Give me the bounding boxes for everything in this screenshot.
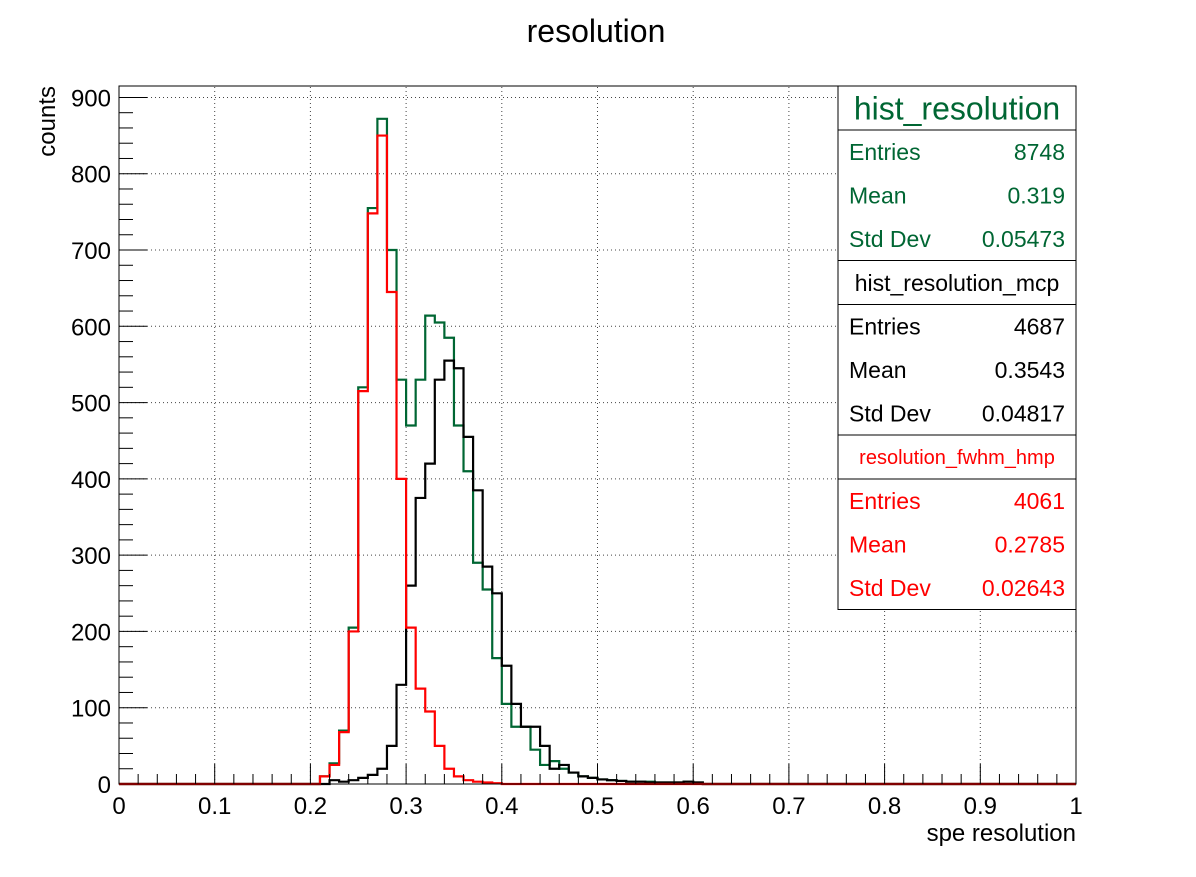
x-tick-label: 0.6: [677, 793, 710, 820]
stats-header-box: [837, 85, 1077, 131]
x-tick-label: 0.4: [485, 793, 518, 820]
y-tick-label: 800: [71, 162, 111, 189]
stats-row-label: Mean: [849, 357, 907, 383]
y-tick-label: 900: [71, 85, 111, 112]
stats-row-value: 0.319: [1007, 182, 1065, 208]
stats-row-value: 0.05473: [982, 226, 1065, 252]
x-tick-label: 0.3: [389, 793, 422, 820]
stats-row-value: 0.04817: [982, 400, 1065, 426]
x-axis-label: spe resolution: [927, 820, 1076, 847]
stats-title: resolution_fwhm_hmp: [859, 447, 1055, 469]
series-hist_resolution_mcp: [119, 359, 1076, 786]
stats-row-value: 0.02643: [982, 575, 1065, 601]
stats-row-value: 8748: [1014, 139, 1065, 165]
x-tick-label: 0.9: [964, 793, 997, 820]
stats-title: hist_resolution: [854, 91, 1060, 127]
x-tick-label: 1: [1069, 793, 1082, 820]
x-tick-label: 0.2: [294, 793, 327, 820]
y-tick-label: 100: [71, 696, 111, 723]
y-axis-label: counts: [34, 86, 61, 157]
stats-row-value: 4061: [1014, 488, 1065, 514]
y-tick-label: 700: [71, 238, 111, 265]
x-tick-label: 0.1: [198, 793, 231, 820]
stats-row-label: Std Dev: [849, 226, 931, 252]
stats-row-label: Mean: [849, 182, 907, 208]
stats-row-value: 4687: [1014, 313, 1065, 339]
y-tick-label: 500: [71, 391, 111, 418]
stats-rows-box: [837, 478, 1077, 610]
x-tick-label: 0.5: [581, 793, 614, 820]
stats-row-label: Std Dev: [849, 575, 931, 601]
chart-title: resolution: [527, 13, 666, 49]
y-tick-label: 600: [71, 314, 111, 341]
y-tick-label: 300: [71, 543, 111, 570]
y-tick-label: 0: [98, 772, 111, 799]
x-tick-label: 0: [112, 793, 125, 820]
stats-row-label: Entries: [849, 139, 921, 165]
stats-row-label: Mean: [849, 531, 907, 557]
axes: 0 0.1 0.2 0.3 0.4 0.5 0.6 0.7 0.8 0.9 1 0 100 200 300 4…: [71, 85, 1083, 820]
x-tick-label: 0.8: [868, 793, 901, 820]
stats-row-label: Entries: [849, 313, 921, 339]
stats-title: hist_resolution_mcp: [855, 270, 1060, 296]
stats-row-label: Std Dev: [849, 400, 931, 426]
stats-row-value: 0.2785: [995, 531, 1065, 557]
stats-row-value: 0.3543: [995, 357, 1065, 383]
y-tick-label: 400: [71, 467, 111, 494]
y-tick-label: 200: [71, 619, 111, 646]
x-tick-label: 0.7: [772, 793, 805, 820]
stats-row-label: Entries: [849, 488, 921, 514]
stats-legend: hist_resolution Entries 8748 Mean 0.319 Std D…: [837, 85, 1077, 610]
